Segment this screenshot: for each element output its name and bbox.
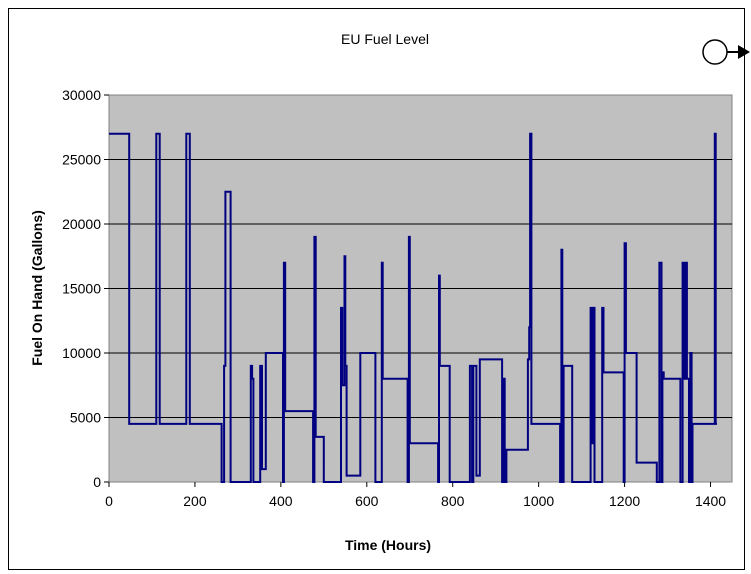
y-axis-title: Fuel On Hand (Gallons) (29, 210, 45, 366)
circle-arrow-icon (702, 39, 750, 65)
x-tick-label: 0 (105, 493, 113, 509)
y-tick-label: 5000 (70, 410, 101, 426)
y-tick-label: 25000 (62, 152, 101, 168)
series-line-fuel-level (109, 132, 717, 483)
y-tick-label: 15000 (62, 281, 101, 297)
gridlines (109, 159, 732, 418)
x-axis-title: Time (Hours) (345, 537, 431, 553)
x-tick-label: 1000 (523, 493, 554, 509)
x-tick-label: 600 (355, 493, 379, 509)
y-tick-label: 0 (93, 474, 101, 490)
chart-title: EU Fuel Level (341, 31, 429, 47)
x-tick-label: 200 (183, 493, 207, 509)
x-tick-label: 800 (441, 493, 465, 509)
x-axis-ticks: 0 200 400 600 800 1000 1200 1400 (105, 482, 726, 509)
y-tick-label: 10000 (62, 345, 101, 361)
x-tick-label: 400 (269, 493, 293, 509)
y-tick-label: 30000 (62, 87, 101, 103)
x-tick-label: 1200 (609, 493, 640, 509)
x-tick-label: 1400 (695, 493, 726, 509)
y-axis-ticks: 0 5000 10000 15000 20000 25000 30000 (62, 87, 109, 490)
y-tick-label: 20000 (62, 216, 101, 232)
